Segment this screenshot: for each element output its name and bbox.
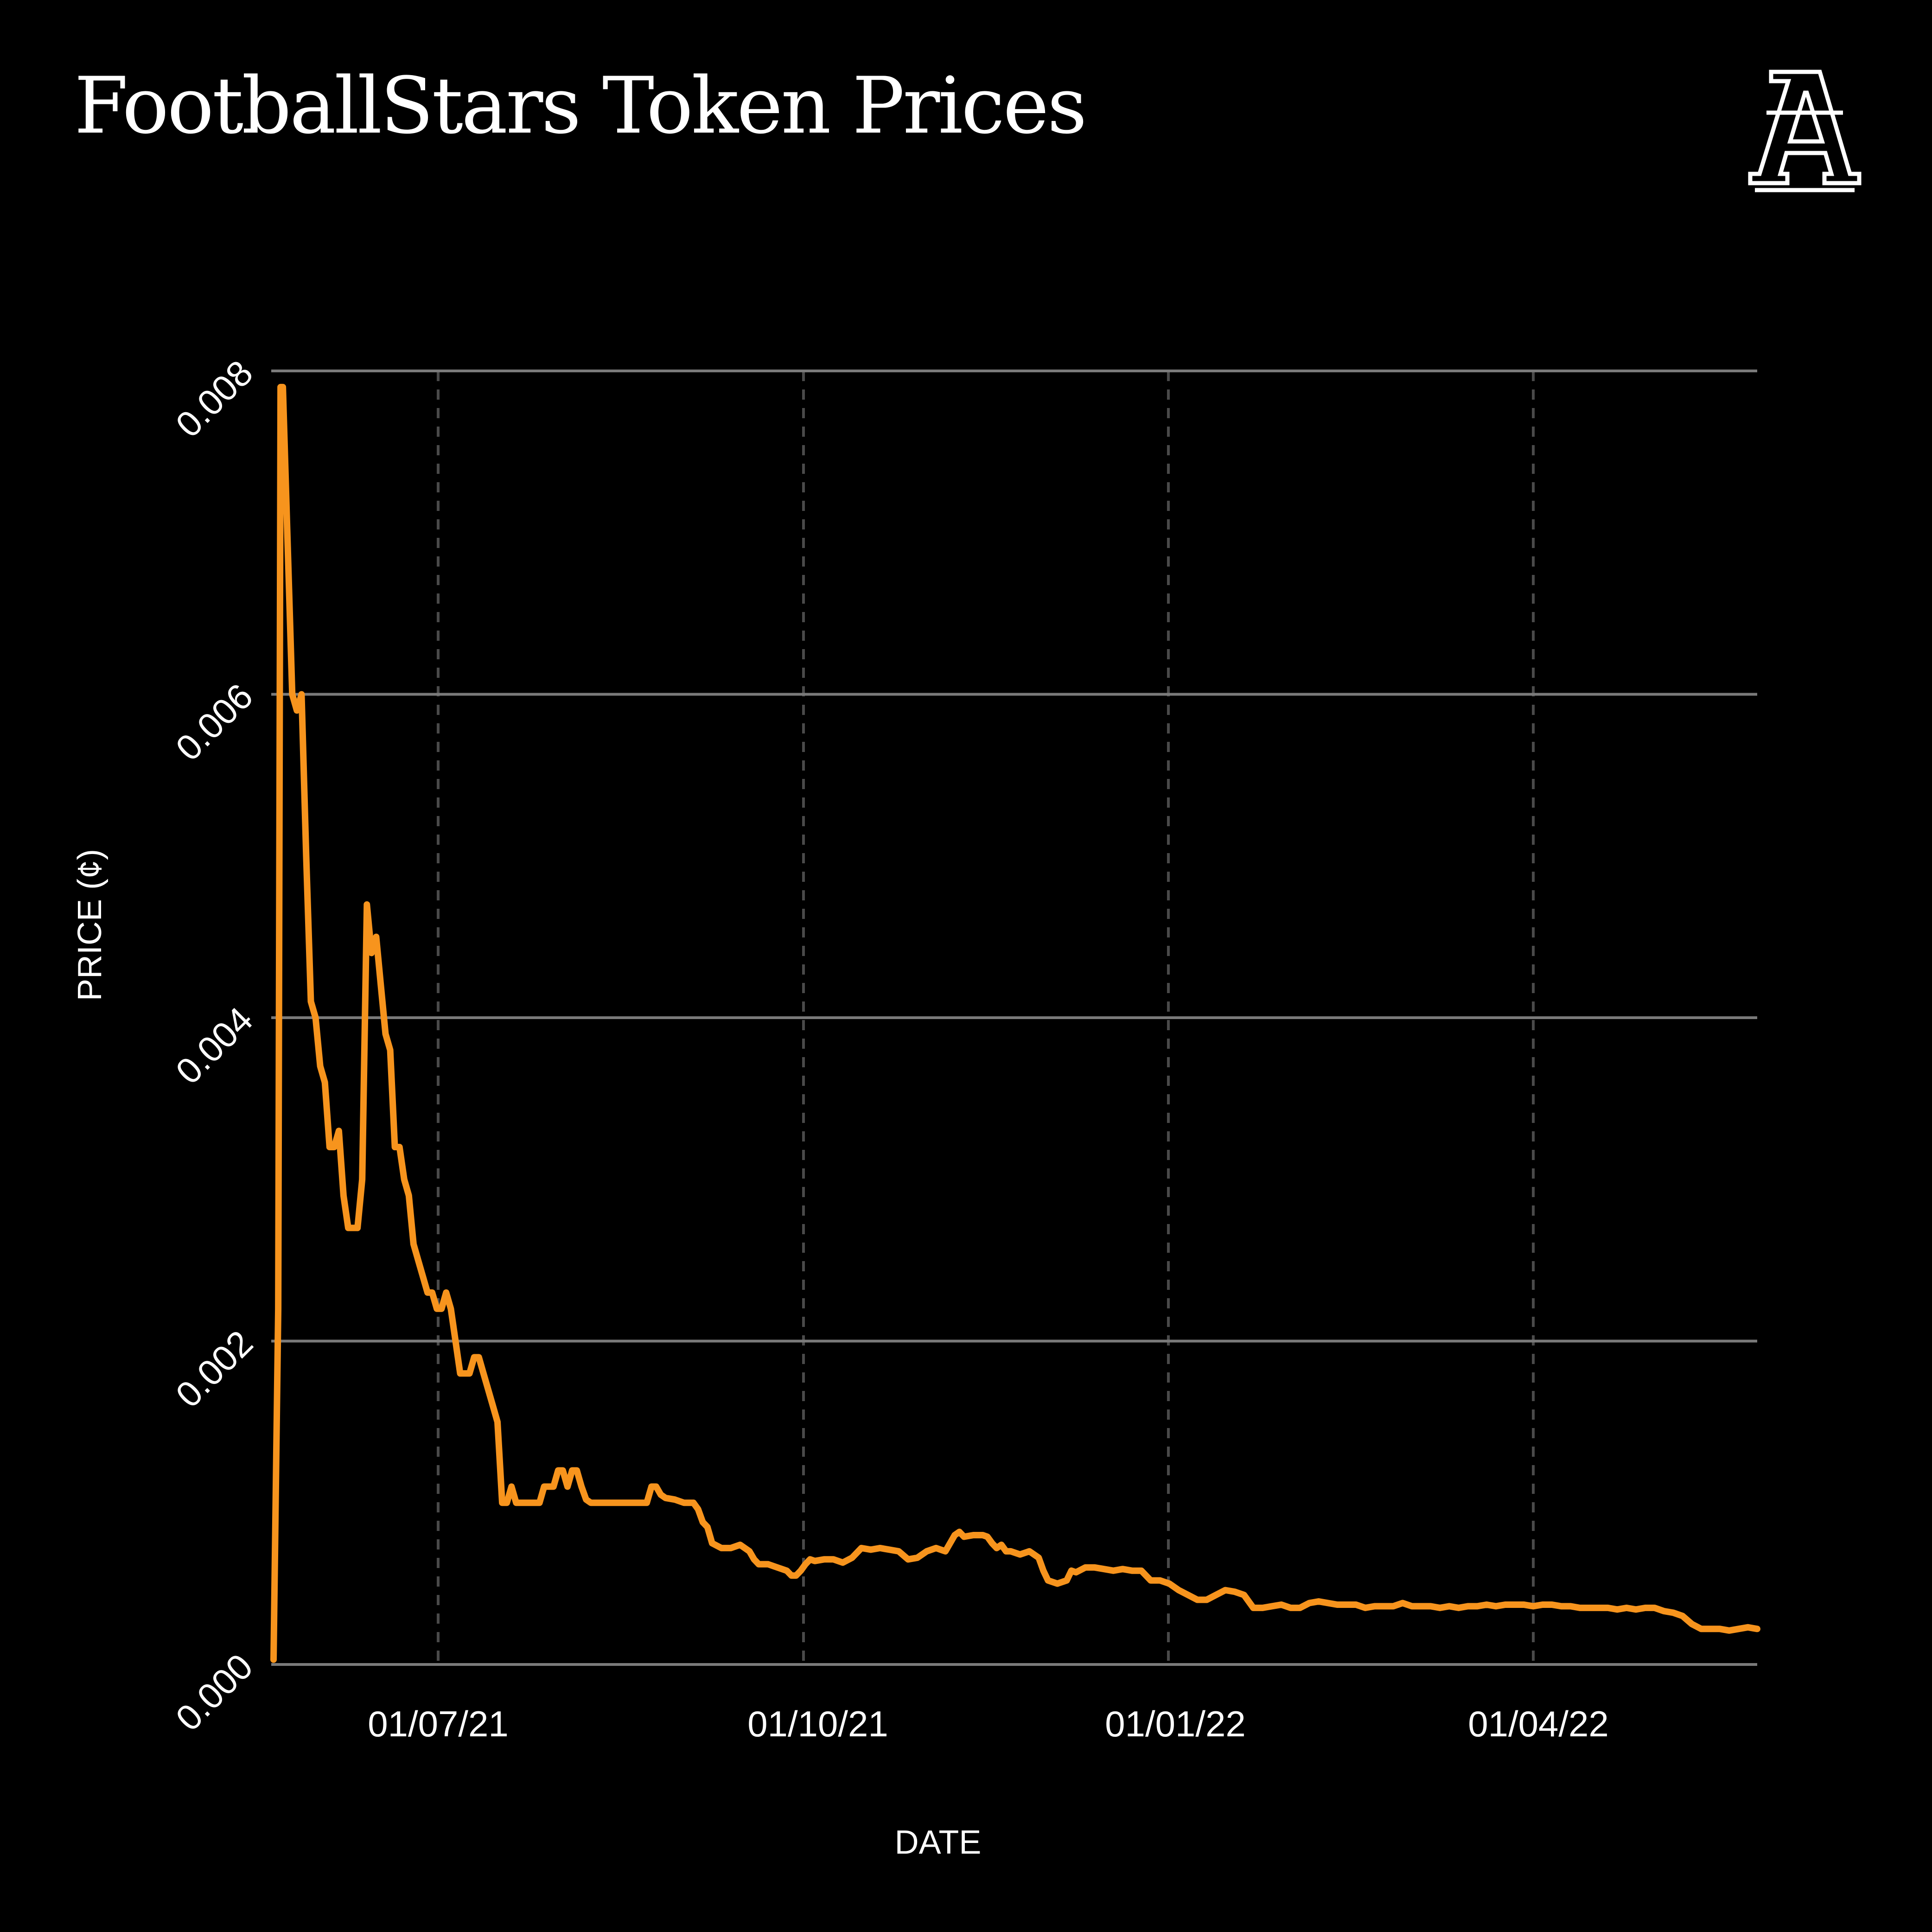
brand-logo — [1748, 70, 1862, 192]
y-tick-label: 0.004 — [168, 999, 261, 1092]
y-tick-label: 0.002 — [168, 1322, 261, 1415]
logo-glyph — [1748, 70, 1862, 185]
y-tick-label: 0.008 — [168, 352, 261, 445]
x-axis-label: DATE — [895, 1824, 982, 1861]
series-line — [270, 383, 1760, 1663]
y-axis-label: PRICE (¢) — [71, 849, 108, 1001]
x-tick-label: 01/04/22 — [1468, 1703, 1609, 1744]
x-axis-ticks: 01/07/21 01/10/21 01/01/22 01/04/22 — [368, 1703, 1609, 1744]
chart-title: FootballStars Token Prices — [74, 60, 1087, 151]
x-tick-label: 01/01/22 — [1105, 1703, 1246, 1744]
series-layer — [270, 383, 1760, 1663]
x-tick-label: 01/10/21 — [747, 1703, 888, 1744]
y-tick-label: 0.006 — [168, 676, 261, 768]
x-tick-label: 01/07/21 — [368, 1703, 509, 1744]
y-tick-label: 0.000 — [168, 1646, 261, 1739]
grid — [271, 370, 1757, 1666]
y-axis-ticks: 0.000 0.002 0.004 0.006 0.008 — [168, 352, 261, 1739]
